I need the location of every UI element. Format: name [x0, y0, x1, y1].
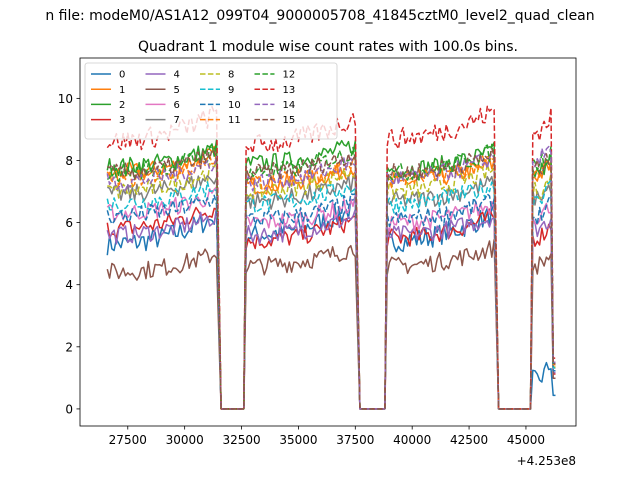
legend-label-14: 14 — [283, 100, 296, 111]
x-tick-label: 37500 — [336, 433, 374, 447]
x-offset-label: +4.253e8 — [517, 454, 576, 468]
series-line-9 — [106, 179, 556, 410]
series-line-4 — [106, 208, 556, 410]
legend-label-12: 12 — [283, 70, 296, 81]
legend-label-2: 2 — [119, 100, 125, 111]
series-line-6 — [106, 186, 556, 410]
x-tick-label: 45000 — [507, 433, 545, 447]
x-tick-label: 42500 — [450, 433, 488, 447]
y-axis: 0 2 4 6 8 10 — [58, 92, 80, 416]
series-layer — [106, 105, 556, 410]
chart-title: Quadrant 1 module wise count rates with … — [138, 39, 518, 55]
x-axis: 27500 30000 32500 35000 37500 40000 42500 45000 — [109, 426, 545, 447]
series-line-3 — [106, 206, 556, 410]
y-tick-label: 8 — [65, 154, 73, 168]
x-tick-label: 30000 — [166, 433, 204, 447]
x-tick-label: 35000 — [279, 433, 317, 447]
y-tick-label: 10 — [58, 92, 73, 106]
series-line-7 — [106, 174, 556, 410]
y-tick-label: 6 — [65, 216, 73, 230]
legend-label-5: 5 — [174, 85, 180, 96]
legend-label-3: 3 — [119, 115, 125, 126]
legend-label-10: 10 — [228, 100, 241, 111]
legend-label-13: 13 — [283, 85, 296, 96]
legend-label-15: 15 — [283, 115, 296, 126]
legend-label-8: 8 — [228, 70, 234, 81]
x-tick-label: 40000 — [393, 433, 431, 447]
x-tick-label: 27500 — [109, 433, 147, 447]
series-line-12 — [106, 143, 556, 410]
series-line-15 — [106, 147, 556, 410]
legend-label-7: 7 — [174, 115, 180, 126]
suptitle: n file: modeM0/AS1A12_099T04_9000005708_… — [45, 8, 594, 24]
y-tick-label: 4 — [65, 278, 73, 292]
plot-frame — [79, 57, 577, 427]
series-line-14 — [106, 145, 556, 410]
x-tick-label: 32500 — [222, 433, 260, 447]
series-line-10 — [106, 193, 556, 410]
y-tick-label: 2 — [65, 340, 73, 354]
legend-label-4: 4 — [174, 70, 180, 81]
legend-label-1: 1 — [119, 85, 125, 96]
legend-label-6: 6 — [174, 100, 180, 111]
y-tick-label: 0 — [65, 402, 73, 416]
legend-label-9: 9 — [228, 85, 234, 96]
legend-label-11: 11 — [228, 115, 241, 126]
series-line-5 — [106, 239, 556, 410]
legend-label-0: 0 — [119, 70, 125, 81]
